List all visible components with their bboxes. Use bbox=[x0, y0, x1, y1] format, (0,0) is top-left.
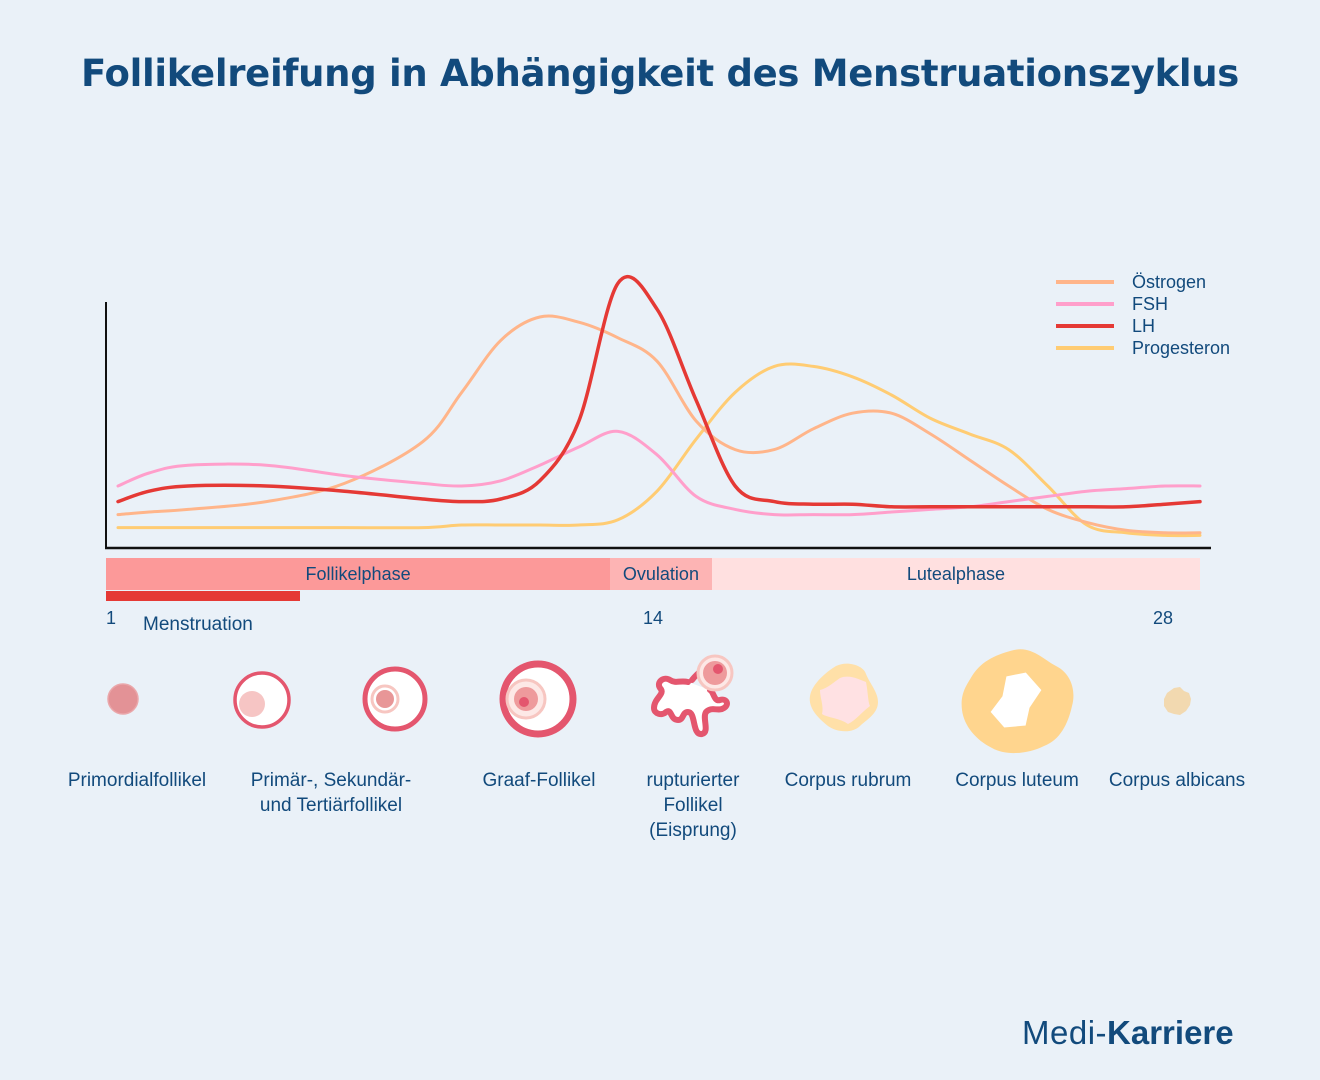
phase-label: Ovulation bbox=[622, 563, 699, 584]
legend-swatch-oestrogen bbox=[1056, 280, 1114, 284]
phase-label: Follikelphase bbox=[305, 563, 411, 584]
legend: Östrogen FSH LH Progesteron bbox=[1056, 271, 1230, 359]
brand-bold: Karriere bbox=[1107, 1014, 1234, 1051]
menstruation-bar bbox=[106, 591, 300, 601]
corpus-luteum-icon bbox=[961, 649, 1074, 754]
legend-label: FSH bbox=[1132, 293, 1168, 314]
chart-title: Follikelreifung in Abhängigkeit des Mens… bbox=[80, 52, 1240, 95]
stage-label-line: Follikel bbox=[663, 795, 723, 816]
legend-item-oestrogen: Östrogen bbox=[1056, 271, 1230, 293]
legend-label: Östrogen bbox=[1132, 271, 1207, 292]
series-layer bbox=[116, 274, 1202, 538]
legend-swatch-progesteron bbox=[1056, 346, 1114, 350]
brand-logo: Medi-Karriere bbox=[1022, 1014, 1234, 1052]
stage-label-line: und Tertiärfollikel bbox=[259, 795, 403, 816]
legend-item-fsh: FSH bbox=[1056, 293, 1230, 315]
stage-label-line: Primär-, Sekundär- bbox=[250, 770, 412, 791]
stage-label-line: rupturierter bbox=[646, 770, 740, 791]
legend-label: Progesteron bbox=[1132, 337, 1231, 358]
corpus-rubrum-icon bbox=[809, 663, 878, 732]
stage-label: Corpus albicans bbox=[1077, 768, 1277, 793]
series-line-lh bbox=[116, 274, 1202, 509]
legend-item-progesteron: Progesteron bbox=[1056, 337, 1230, 359]
stage-label-line: (Eisprung) bbox=[649, 820, 737, 841]
stage-label-line: Corpus albicans bbox=[1108, 770, 1246, 791]
series-line-fsh bbox=[116, 429, 1202, 517]
stage-label: rupturierter Follikel (Eisprung) bbox=[593, 768, 793, 843]
graaf-follicle-icon bbox=[499, 660, 577, 738]
legend-swatch-lh bbox=[1056, 324, 1114, 328]
stage-label-line: Primordialfollikel bbox=[67, 770, 207, 791]
x-tick-28: 28 bbox=[1153, 608, 1174, 628]
stage-label: Primordialfollikel bbox=[37, 768, 237, 793]
menstruation-label: Menstruation bbox=[143, 614, 253, 635]
stage-label: Corpus luteum bbox=[917, 768, 1117, 793]
phase-label: Lutealphase bbox=[906, 563, 1005, 584]
stage-label: Corpus rubrum bbox=[748, 768, 948, 793]
brand-light: Medi bbox=[1022, 1014, 1096, 1051]
x-tick-1: 1 bbox=[106, 608, 117, 628]
stage-label-line: Corpus luteum bbox=[955, 770, 1079, 791]
phase-ovulation: Ovulation bbox=[610, 558, 712, 590]
stage-label-line: Graaf-Follikel bbox=[482, 770, 596, 791]
ruptured-follicle-icon bbox=[651, 654, 734, 737]
legend-swatch-fsh bbox=[1056, 302, 1114, 306]
phase-lutealphase: Lutealphase bbox=[711, 558, 1201, 590]
stage-label: Primär-, Sekundär-und Tertiärfollikel bbox=[231, 768, 431, 818]
series-line-progesteron bbox=[116, 362, 1202, 538]
series-line-strogen bbox=[116, 314, 1202, 535]
primordial-follicle-icon bbox=[107, 683, 139, 715]
primary-follicle-icon bbox=[233, 671, 291, 729]
stage-label: Graaf-Follikel bbox=[439, 768, 639, 793]
stage-label-line: Corpus rubrum bbox=[784, 770, 912, 791]
corpus-albicans-icon bbox=[1164, 687, 1191, 715]
tertiary-follicle-icon bbox=[362, 666, 428, 732]
legend-item-lh: LH bbox=[1056, 315, 1230, 337]
legend-label: LH bbox=[1132, 315, 1156, 336]
brand-dash: - bbox=[1095, 1014, 1108, 1051]
phase-follikelphase: Follikelphase bbox=[106, 558, 611, 590]
x-tick-14: 14 bbox=[643, 608, 664, 628]
